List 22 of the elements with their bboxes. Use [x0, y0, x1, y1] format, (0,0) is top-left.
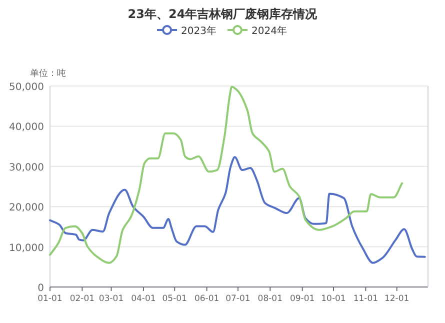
y-tick-label: 40,000 [9, 122, 44, 134]
y-tick-label: 20,000 [9, 202, 44, 214]
y-tick-label: 10,000 [9, 242, 44, 254]
text: 单位：吨 [30, 68, 66, 79]
x-tick-label: 03-01 [98, 294, 124, 304]
y-tick-label: 30,000 [9, 162, 44, 174]
chart-title: 23年、24年吉林钢厂废钢库存情况 [128, 7, 318, 21]
legend-label: 2024年 [252, 25, 287, 37]
legend-label: 2023年 [181, 25, 216, 37]
x-tick-label: 12-01 [384, 294, 410, 304]
x-tick-label: 09-01 [290, 294, 315, 304]
x-tick-label: 02-01 [70, 294, 95, 304]
y-tick-label: 0 [38, 283, 44, 294]
x-tick-label: 07-01 [226, 294, 250, 304]
x-tick-label: 10-01 [321, 294, 346, 304]
x-tick-label: 08-01 [258, 294, 283, 304]
x-tick-label: 05-01 [162, 294, 187, 304]
y-tick-label: 50,000 [9, 82, 44, 93]
x-tick-label: 01-01 [38, 294, 62, 304]
x-tick-label: 06-01 [194, 294, 220, 304]
x-tick-label: 11-01 [353, 294, 378, 304]
x-tick-label: 04-01 [131, 294, 156, 304]
